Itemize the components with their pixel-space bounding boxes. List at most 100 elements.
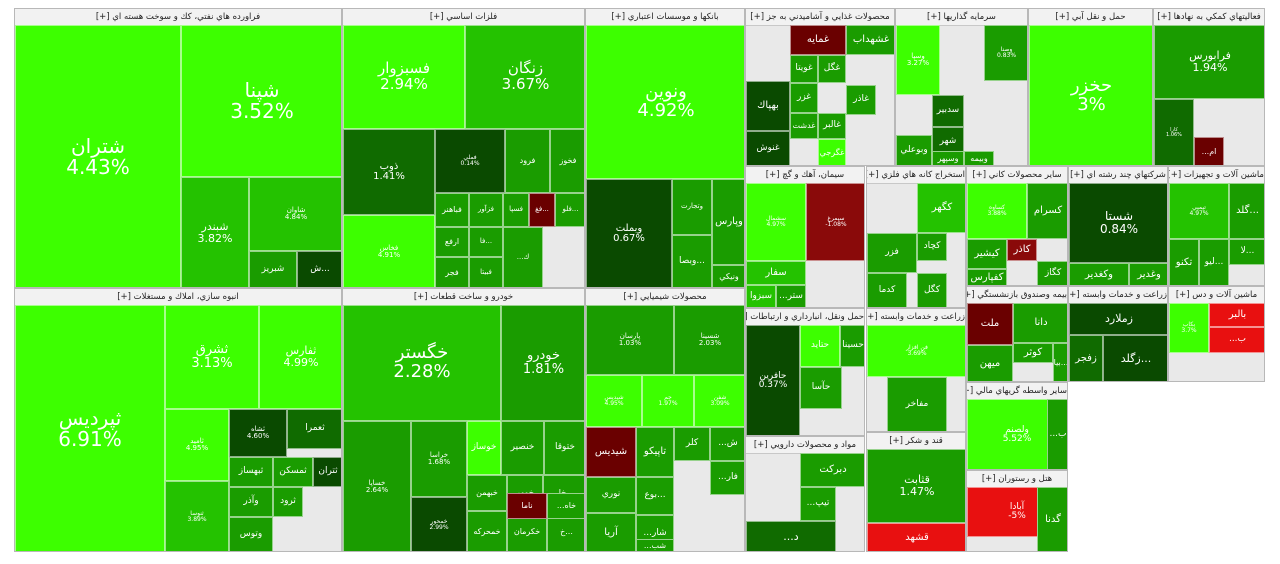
sector-title[interactable]: استخراج كانه هاي فلزي [+] [867,167,965,184]
stock-tile[interactable]: كوثر [1013,343,1053,363]
stock-tile[interactable]: كاذر [1007,239,1037,261]
stock-tile[interactable]: خبهمن [467,475,507,511]
stock-tile[interactable]: ميهن [967,345,1013,381]
stock-tile[interactable]: ...تيپ [800,487,836,521]
stock-tile[interactable]: ...خاه [547,493,584,519]
stock-tile[interactable]: شبريز [249,251,297,287]
stock-tile[interactable]: ...ب [1209,327,1264,353]
stock-tile[interactable]: ثشرق 3.13% [165,305,259,409]
stock-tile[interactable]: غالبر [818,113,846,139]
stock-tile[interactable]: خگستر 2.28% [343,305,501,421]
stock-tile[interactable]: حتايد [800,325,840,367]
stock-tile[interactable]: شتران 4.43% [15,25,181,287]
stock-tile[interactable]: فرابورس 1.94% [1154,25,1264,99]
stock-tile[interactable]: ثشاه 4.60% [229,409,287,457]
stock-tile[interactable]: فجر [435,257,469,287]
sector-title[interactable]: زراعت و خدمات وابسته [+] [1069,287,1167,304]
stock-tile[interactable]: فغ... [529,193,555,227]
stock-tile[interactable]: فباهنر [435,193,469,227]
sector-title[interactable]: شركتهاي چند رشته اي [+] [1069,167,1167,184]
sector-title[interactable]: سيمان، آهك و گچ [+] [746,167,864,184]
stock-tile[interactable]: ثتران [313,457,341,487]
stock-tile[interactable]: خراسا 1.68% [411,421,467,497]
stock-tile[interactable]: ثمسكن [273,457,313,487]
stock-tile[interactable]: بوع... [636,477,674,515]
stock-tile[interactable]: ...ستر [776,285,806,307]
stock-tile[interactable]: غگل [818,55,846,83]
stock-tile[interactable]: ...ش [710,427,744,461]
sector-title[interactable]: سرمايه گذاريها [+] [896,9,1027,26]
stock-tile[interactable]: فا... [469,227,503,257]
stock-tile[interactable]: زنگان 3.67% [465,25,584,129]
stock-tile[interactable]: قثابت 1.47% [867,449,965,523]
stock-tile[interactable]: حآسا [800,367,842,409]
stock-tile[interactable]: وكغدير [1069,263,1129,285]
stock-tile[interactable]: ثبهساز [229,457,273,487]
stock-tile[interactable]: آريا [586,513,636,551]
stock-tile[interactable]: لا... [1229,239,1264,265]
stock-tile[interactable]: قشهد [867,523,965,551]
sector-title[interactable]: بانكها و موسسات اعتباري [+] [586,9,744,26]
stock-tile[interactable]: ملت [967,303,1013,345]
sector-title[interactable]: زراعت و خدمات وابسته [+] [867,309,965,326]
stock-tile[interactable]: خمحركه [467,511,507,551]
stock-tile[interactable]: سيمرغ -1.08% [806,183,864,261]
sector-title[interactable]: بيمه وصندوق بازنشستگي [+] [967,287,1067,304]
stock-tile[interactable]: خساپا 2.64% [343,421,411,551]
stock-tile[interactable]: گدنا [1037,487,1067,551]
stock-tile[interactable]: ثرود [273,487,303,517]
stock-tile[interactable]: ناما [507,493,547,519]
stock-tile[interactable]: فزر [867,233,917,273]
sector-title[interactable]: ماشين آلات و تجهيزات [+] [1169,167,1264,184]
sector-title[interactable]: خودرو و ساخت قطعات [+] [343,289,584,306]
stock-tile[interactable]: فرود [505,129,550,193]
stock-tile[interactable]: تاپيكو [636,427,674,477]
sector-title[interactable]: انبوه سازي، املاك و مستغلات [+] [15,289,341,306]
stock-tile[interactable]: ...ب [1047,399,1067,469]
sector-title[interactable]: حمل ونقل، انبارداري و ارتباطات [+] [746,309,864,326]
stock-tile[interactable]: بالبر [1209,303,1264,327]
stock-tile[interactable]: حخزر 3% [1029,25,1152,165]
stock-tile[interactable]: بكاب 3.7% [1169,303,1209,353]
stock-tile[interactable]: خمحور 2.99% [411,497,467,551]
stock-tile[interactable]: وبملت 0.67% [586,179,672,287]
stock-tile[interactable]: وسپهر [932,151,964,165]
stock-tile[interactable]: حافرين 0.37% [746,325,800,435]
stock-tile[interactable]: دانا [1013,303,1067,343]
stock-tile[interactable]: ...شب [636,539,674,551]
stock-tile[interactable]: فبيتا [469,257,503,287]
stock-tile[interactable]: ليو... [1199,239,1229,285]
sector-title[interactable]: محصولات شيميايي [+] [586,289,744,306]
sector-title[interactable]: ساير محصولات كاني [+] [967,167,1067,184]
stock-tile[interactable]: زملارد [1069,303,1167,335]
stock-tile[interactable]: شسينا 2.03% [674,305,744,375]
stock-tile[interactable]: كسرام [1027,183,1067,239]
stock-tile[interactable]: وسپا 3.27% [896,25,940,95]
stock-tile[interactable]: شاوان 4.84% [249,177,341,251]
stock-tile[interactable]: غاذر [846,85,876,115]
stock-tile[interactable]: ثپرديس 6.91% [15,305,165,551]
stock-tile[interactable]: شستا 0.84% [1069,183,1167,263]
stock-tile[interactable]: شفن 3.09% [694,375,744,427]
sector-title[interactable]: محصولات غذايي و آشاميدني به جز [+] [746,9,894,26]
stock-tile[interactable]: وبيمه [964,151,994,165]
stock-tile[interactable]: كگهر [917,183,965,233]
stock-tile[interactable]: ونيكي [712,265,744,287]
stock-tile[interactable]: غشهداب [846,25,894,55]
stock-tile[interactable]: كلر [674,427,710,461]
stock-tile[interactable]: ثعمرا [287,409,341,449]
stock-tile[interactable]: سشمال 4.97% [746,183,806,261]
stock-tile[interactable]: غنوش [746,131,790,165]
stock-tile[interactable]: فخوز [550,129,584,193]
stock-tile[interactable]: غدشت [790,113,818,139]
stock-tile[interactable]: شپديس 4.95% [586,375,642,427]
stock-tile[interactable]: وپارس [712,179,744,265]
stock-tile[interactable]: سدبير [932,95,964,127]
stock-tile[interactable]: كيشير [967,239,1007,269]
stock-tile[interactable]: تپمپي 4.97% [1169,183,1229,239]
stock-tile[interactable]: ذوب 1.41% [343,129,435,215]
stock-tile[interactable]: بهپاك [746,81,790,131]
stock-tile[interactable]: كگل [917,273,947,307]
sector-title[interactable]: هتل و رستوران [+] [967,471,1067,488]
stock-tile[interactable]: فسپا [503,193,529,227]
